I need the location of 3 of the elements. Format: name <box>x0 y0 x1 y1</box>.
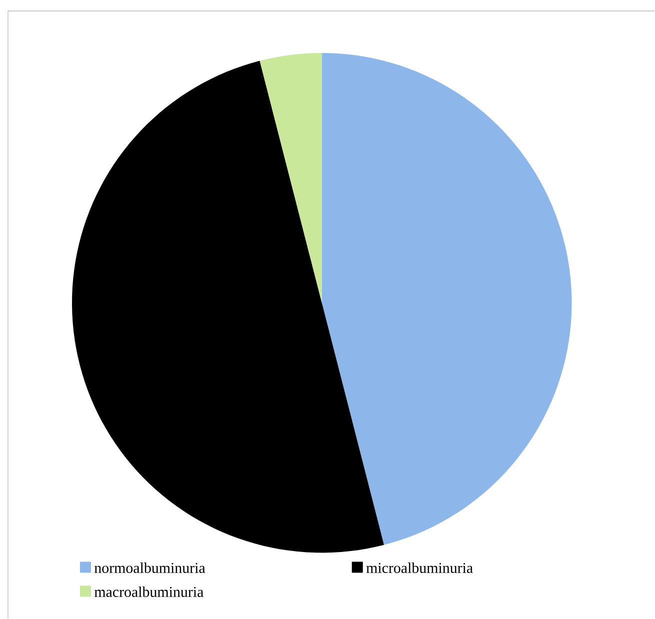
legend-label: macroalbuminuria <box>94 586 204 597</box>
legend-label: normoalbuminuria <box>94 562 206 573</box>
legend-label: microalbuminuria <box>366 562 473 573</box>
